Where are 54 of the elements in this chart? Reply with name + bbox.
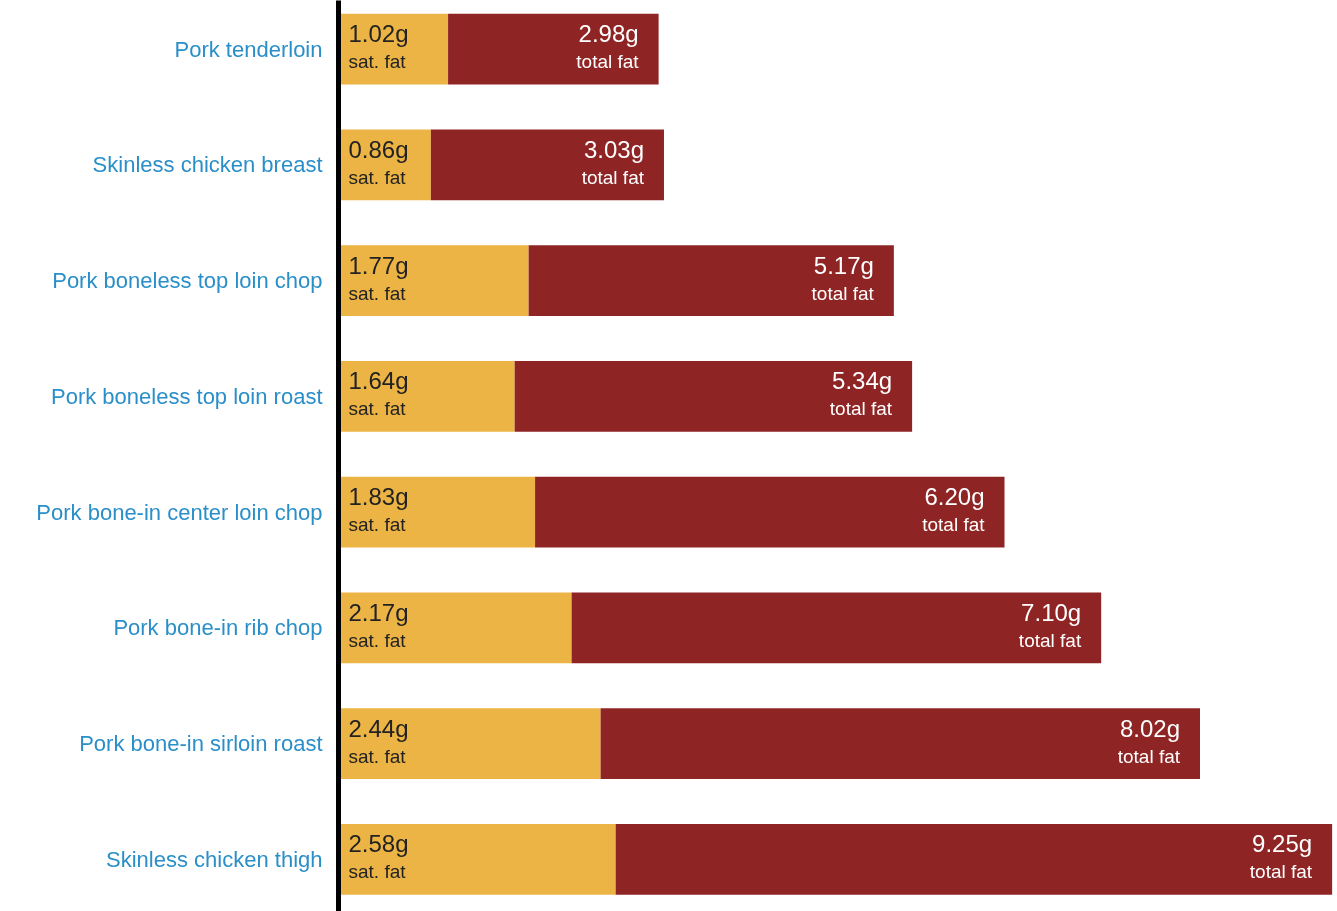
text: total fat — [922, 514, 985, 536]
total-label: 9.25g — [1252, 830, 1313, 858]
text: sat. fat — [348, 745, 406, 767]
bar — [338, 824, 616, 895]
bar — [535, 476, 1005, 548]
bar — [338, 361, 515, 432]
total-label: 5.17g — [813, 251, 874, 279]
total-label: 3.03g — [583, 135, 644, 163]
text: total fat — [1117, 745, 1181, 767]
y-tick-label: Pork bone-in sirloin roast — [79, 731, 323, 757]
total-label: 8.02g — [1119, 714, 1181, 742]
data-label: 2.17g — [348, 598, 409, 626]
series-label: sat. fat — [348, 51, 407, 73]
text: sat. fat — [348, 398, 406, 420]
bar — [338, 476, 536, 548]
bar — [528, 245, 894, 316]
total-label: 5.34g — [832, 367, 893, 395]
data-label: 1.83g — [348, 483, 409, 511]
text: total fat — [829, 398, 893, 420]
text: sat. fat — [348, 166, 406, 188]
data-label: 1.02g — [348, 20, 409, 48]
bar — [600, 708, 1200, 779]
total-label: 6.20g — [924, 483, 985, 511]
bar — [338, 708, 601, 779]
text: sat. fat — [348, 282, 406, 304]
data-label: 1.64g — [348, 367, 409, 395]
y-tick-label: Pork boneless top loin roast — [51, 383, 323, 409]
y-tick-label: Pork boneless top loin chop — [52, 268, 323, 294]
bar — [514, 361, 913, 432]
text: total fat — [811, 282, 874, 304]
bar — [448, 13, 659, 85]
data-label: 2.58g — [348, 830, 409, 858]
total-label: 7.10g — [1021, 598, 1082, 626]
bar — [571, 592, 1102, 664]
bar — [430, 129, 664, 201]
series-label: total fat — [576, 51, 640, 73]
text: total fat — [1249, 861, 1313, 883]
y-tick-label: Pork bone-in center loin chop — [36, 499, 323, 525]
bar — [338, 592, 572, 664]
y-tick-label: Skinless chicken thigh — [106, 846, 323, 872]
data-label: 2.44g — [348, 714, 409, 742]
text: sat. fat — [348, 861, 406, 883]
text: total fat — [581, 166, 644, 188]
bar — [615, 824, 1333, 895]
y-tick-label: Skinless chicken breast — [92, 152, 323, 178]
data-label: 1.77g — [348, 251, 409, 279]
total-label: 2.98g — [578, 20, 639, 48]
text: sat. fat — [348, 629, 406, 651]
text: total fat — [1018, 629, 1082, 651]
y-tick-label: Pork bone-in rib chop — [113, 615, 323, 641]
bar — [338, 245, 529, 316]
data-label: 0.86g — [348, 135, 409, 163]
y-tick-label: Pork tenderloin — [174, 36, 323, 62]
text: sat. fat — [348, 514, 406, 536]
